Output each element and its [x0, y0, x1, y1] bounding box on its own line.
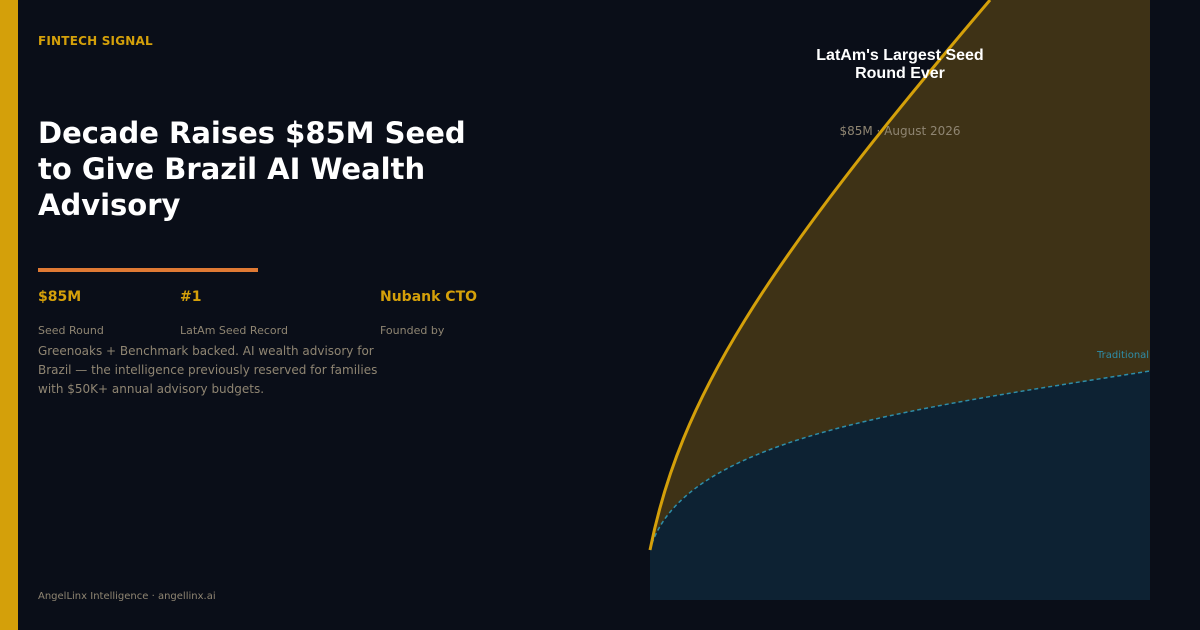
- description-text: Greenoaks + Benchmark backed. AI wealth …: [38, 344, 378, 396]
- traditional-curve-area: [650, 371, 1150, 600]
- stat-label: LatAm Seed Record: [180, 324, 288, 337]
- primary-curve-line: [648, 0, 992, 551]
- stat-founder: Nubank CTO Founded by: [380, 289, 477, 337]
- chart-subtitle: $85M · August 2026: [839, 124, 961, 138]
- chart-title: LatAm's Largest Seed Round Ever: [816, 47, 984, 82]
- stat-latam-record: #1 LatAm Seed Record: [180, 289, 288, 337]
- stat-value: #1: [180, 289, 202, 305]
- headline: Decade Raises $85M Seed to Give Brazil A…: [38, 116, 466, 222]
- footer-credit: AngelLinx Intelligence · angellinx.ai: [38, 591, 216, 602]
- stat-label: Founded by: [380, 324, 445, 337]
- headline-divider: [38, 268, 258, 272]
- stat-seed-round: $85M Seed Round: [38, 289, 104, 337]
- traditional-curve-line: [649, 370, 1151, 551]
- stat-value: Nubank CTO: [380, 289, 478, 305]
- stat-value: $85M: [38, 289, 82, 305]
- left-accent-bar: [0, 0, 18, 630]
- stat-label: Seed Round: [38, 324, 104, 337]
- series-label-traditional: Traditional: [1097, 350, 1150, 361]
- kicker-label: FINTECH SIGNAL: [38, 34, 153, 48]
